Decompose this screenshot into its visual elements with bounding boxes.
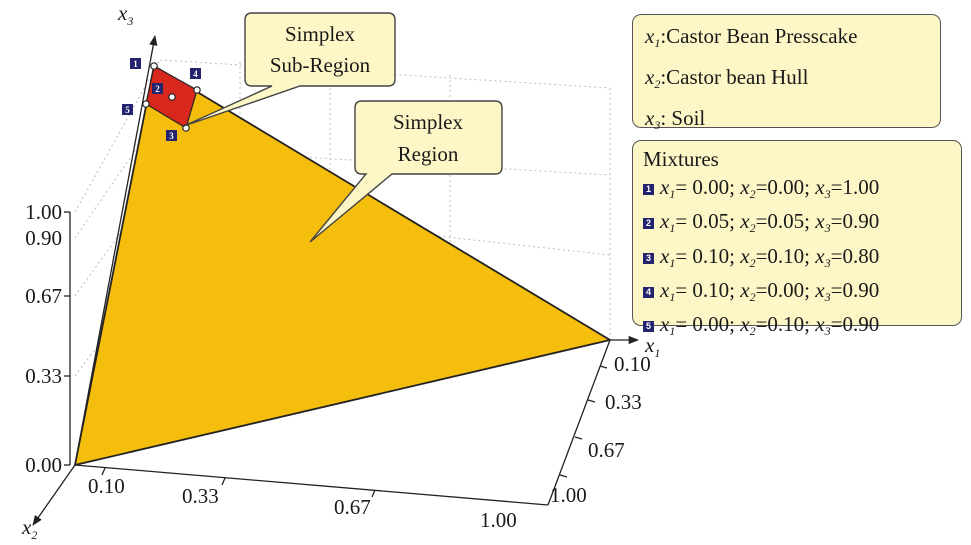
mixture-var-x3: x3	[815, 277, 831, 304]
callout-region: Simplex Region	[309, 100, 503, 243]
mixture-badge-5: 5	[643, 321, 654, 333]
component-legend: x1:Castor Bean Presscake x2:Castor bean …	[632, 14, 941, 132]
badge-3-marker: 3	[166, 130, 177, 141]
vtick-1: 1.00	[25, 200, 62, 224]
mixture-value-x3: =0.90	[830, 209, 880, 234]
mixture-value-x2: =0.00;	[755, 277, 816, 302]
mixture-badge-3: 3	[643, 252, 654, 264]
rtick-2: 0.33	[605, 390, 642, 414]
legend-item-x3: x3: Soil	[645, 106, 706, 132]
mixture-row-5: 5 x1= 0.00; x2=0.10; x3=0.90	[643, 311, 961, 345]
mixture-badge-1: 1	[643, 184, 654, 195]
x1-axis-label: x1	[644, 333, 660, 360]
badge-4-label: 4	[193, 69, 198, 79]
mixture-value-x1: = 0.05;	[675, 209, 741, 234]
mixture-row-4: 4 x1= 0.10; x2=0.00; x3=0.90	[643, 277, 961, 311]
point-badges: 1 2 3 4 5	[122, 58, 201, 141]
callout-subregion: Simplex Sub-Region	[183, 12, 396, 127]
mixture-var-x3: x3	[815, 209, 831, 236]
ftick-1: 0.10	[88, 474, 125, 498]
vtick-5: 0.00	[25, 453, 62, 477]
mixture-var-x1: x1	[660, 209, 676, 236]
right-tick-labels: 0.10 0.33 0.67 1.00	[550, 352, 651, 507]
rtick-3: 0.67	[588, 438, 625, 462]
mixture-row-1: 1 x1= 0.00; x2=0.00; x3=1.00	[643, 174, 961, 208]
mixture-value-x2: =0.10;	[755, 243, 816, 268]
point-1	[150, 62, 158, 70]
mixture-value-x2: =0.05;	[755, 209, 816, 234]
point-5	[142, 100, 150, 108]
mixture-var-x1: x1	[660, 175, 676, 201]
simplex-region	[74, 65, 611, 466]
mixture-value-x3: =0.90	[830, 312, 880, 337]
mixture-value-x2: =0.10;	[755, 312, 816, 337]
legend-item-x2: x2:Castor bean Hull	[645, 65, 809, 91]
mixture-value-x1: = 0.00;	[675, 312, 741, 337]
mixture-row-2: 2 x1= 0.05; x2=0.05; x3=0.90	[643, 208, 961, 242]
mixture-var-x2: x2	[740, 209, 756, 236]
mixture-var-x3: x3	[815, 312, 831, 339]
tick-marks	[64, 211, 608, 498]
front-tick-labels: 0.10 0.33 0.67 1.00	[88, 474, 517, 532]
mixture-value-x3: =1.00	[830, 175, 880, 199]
mixture-value-x1: = 0.10;	[675, 243, 741, 268]
mixture-var-x2: x2	[740, 312, 756, 339]
mixture-row-3: 3 x1= 0.10; x2=0.10; x3=0.80	[643, 243, 961, 277]
callout-subregion-line2: Sub-Region	[270, 53, 371, 77]
badge-5-label: 5	[125, 105, 130, 115]
axis-labels: x3 x1 x2	[21, 1, 660, 542]
mixture-rows: 1 x1= 0.00; x2=0.00; x3=1.00 2 x1= 0.05; x2…	[643, 174, 961, 345]
badge-3-label: 3	[169, 131, 174, 141]
badge-4-marker: 4	[190, 68, 201, 79]
mixture-value-x3: =0.80	[830, 243, 880, 268]
ftick-2: 0.33	[182, 484, 219, 508]
ftick-3: 0.67	[334, 495, 371, 519]
front-axis	[74, 464, 549, 506]
mixture-var-x1: x1	[660, 312, 676, 339]
mixture-var-x2: x2	[740, 277, 756, 304]
mixture-var-x1: x1	[660, 243, 676, 270]
callout-region-line2: Region	[398, 142, 459, 166]
mixture-var-x3: x3	[815, 243, 831, 270]
rtick-1: 0.10	[614, 352, 651, 376]
callout-region-line1: Simplex	[393, 110, 464, 134]
badge-2-marker: 2	[152, 83, 163, 94]
mixture-var-x2: x2	[740, 175, 756, 201]
vtick-3: 0.67	[25, 284, 62, 308]
vtick-2: 0.90	[25, 226, 62, 250]
x2-axis	[32, 464, 76, 526]
right-axis	[547, 339, 611, 506]
badge-2-label: 2	[155, 84, 160, 94]
x2-axis-label: x2	[21, 515, 37, 542]
badge-5-marker: 5	[122, 104, 133, 115]
mixture-var-x1: x1	[660, 277, 676, 304]
mixtures-title: Mixtures	[643, 147, 719, 171]
ftick-4: 1.00	[480, 508, 517, 532]
mixture-value-x1: = 0.00;	[675, 175, 741, 199]
mixture-var-x2: x2	[740, 243, 756, 270]
point-2	[168, 93, 176, 101]
vtick-4: 0.33	[25, 364, 62, 388]
mixture-value-x3: =0.90	[830, 277, 880, 302]
vertical-tick-labels: 1.00 0.90 0.67 0.33 0.00	[25, 200, 62, 477]
mixture-value-x1: = 0.10;	[675, 277, 741, 302]
mixture-badge-2: 2	[643, 218, 654, 230]
mixtures-legend: Mixtures 1 x1= 0.00; x2=0.00; x3=1.00 2 x1=…	[632, 140, 962, 338]
mixture-value-x2: =0.00;	[755, 175, 816, 199]
rtick-4: 1.00	[550, 483, 587, 507]
mixture-badge-4: 4	[643, 286, 654, 298]
design-points	[142, 62, 201, 132]
badge-1-marker: 1	[130, 58, 141, 69]
callout-subregion-line1: Simplex	[285, 22, 356, 46]
x3-axis-label: x3	[117, 1, 133, 28]
point-4	[193, 86, 201, 94]
legend-item-x1: x1:Castor Bean Presscake	[645, 24, 858, 50]
badge-1-label: 1	[133, 59, 138, 69]
mixture-var-x3: x3	[815, 175, 831, 201]
